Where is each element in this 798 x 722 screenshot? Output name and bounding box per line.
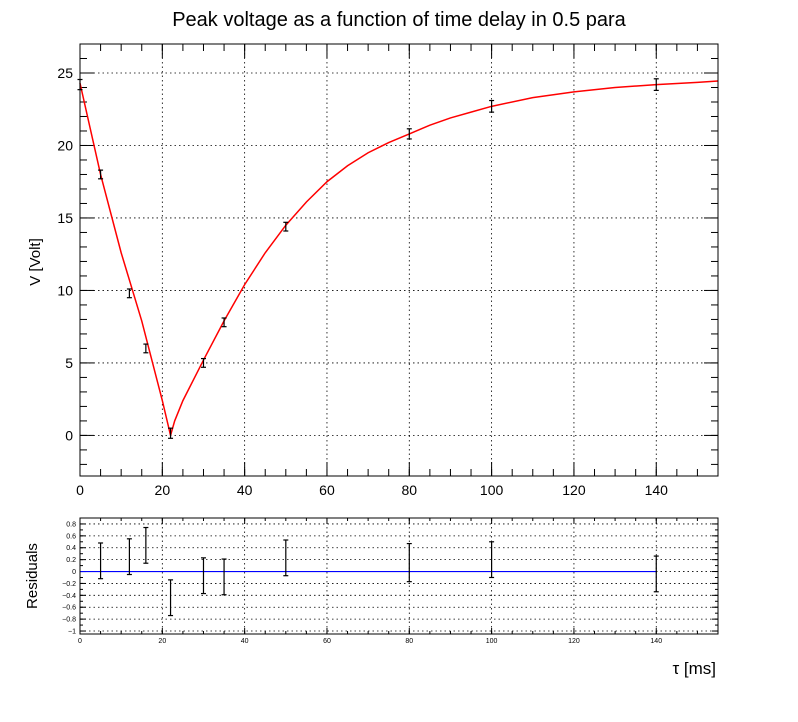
y-tick-label: −0.6 (62, 605, 76, 612)
residuals-plot: 0 20 40 60 80 100 120 140 −1 −0.8 −0.6 −0.4 −0.2 0 0.2… (62, 517, 719, 645)
y-tick-label: 25 (57, 65, 73, 81)
data-point (143, 343, 149, 354)
chart-title: Peak voltage as a function of time delay… (172, 9, 626, 31)
data-point (200, 357, 206, 368)
y-tick-label: 5 (65, 355, 73, 371)
fit-curve (79, 80, 719, 439)
data-point (143, 526, 149, 564)
plot-frame (79, 43, 719, 477)
y-tick-label: 0.8 (66, 521, 76, 528)
data-point (653, 555, 659, 593)
x-tick-label: 80 (405, 638, 413, 645)
x-tick-label: 100 (486, 638, 498, 645)
y-tick-label: 20 (57, 137, 73, 153)
main-y-axis-title: V [Volt] (27, 238, 44, 286)
y-tick-label: 0.2 (66, 557, 76, 564)
x-tick-label: 120 (562, 482, 586, 498)
y-tick-label: 15 (57, 210, 73, 226)
plot-frame (79, 517, 719, 635)
y-tick-label: −0.2 (62, 581, 76, 588)
data-point (489, 541, 495, 579)
x-axis-title: τ [ms] (672, 659, 716, 678)
y-tick-label: −1 (68, 629, 76, 636)
x-tick-label: 100 (480, 482, 504, 498)
x-tick-label: 80 (402, 482, 418, 498)
data-point (98, 542, 104, 580)
y-tick-label: −0.8 (62, 617, 76, 624)
y-tick-label: 0 (72, 569, 76, 576)
data-point (406, 542, 412, 583)
data-point (221, 558, 227, 596)
data-point (283, 221, 289, 232)
x-tick-label: 140 (650, 638, 662, 645)
x-tick-label: 40 (241, 638, 249, 645)
x-tick-label: 60 (319, 482, 335, 498)
x-tick-label: 0 (78, 638, 82, 645)
residuals-y-axis-title: Residuals (24, 543, 41, 609)
data-point (200, 557, 206, 595)
data-point (98, 169, 104, 180)
data-point (126, 538, 132, 576)
main-plot: 0 20 40 60 80 100 120 140 0 5 10 15 20 25 (57, 43, 719, 498)
x-tick-label: 20 (158, 638, 166, 645)
data-point (283, 539, 289, 577)
y-tick-label: 0 (65, 427, 73, 443)
x-tick-label: 40 (237, 482, 253, 498)
y-tick-label: 0.4 (66, 545, 76, 552)
data-point (168, 427, 174, 439)
x-tick-label: 140 (645, 482, 669, 498)
data-point (653, 78, 659, 91)
x-tick-label: 120 (568, 638, 580, 645)
data-point (221, 317, 227, 328)
data-point (168, 579, 174, 617)
y-tick-label: 10 (57, 282, 73, 298)
data-point (489, 99, 495, 113)
y-tick-label: −0.4 (62, 593, 76, 600)
y-tick-label: 0.6 (66, 533, 76, 540)
x-tick-label: 20 (155, 482, 171, 498)
data-point (406, 128, 412, 140)
x-tick-label: 60 (323, 638, 331, 645)
data-point (126, 288, 132, 299)
x-tick-label: 0 (76, 482, 84, 498)
